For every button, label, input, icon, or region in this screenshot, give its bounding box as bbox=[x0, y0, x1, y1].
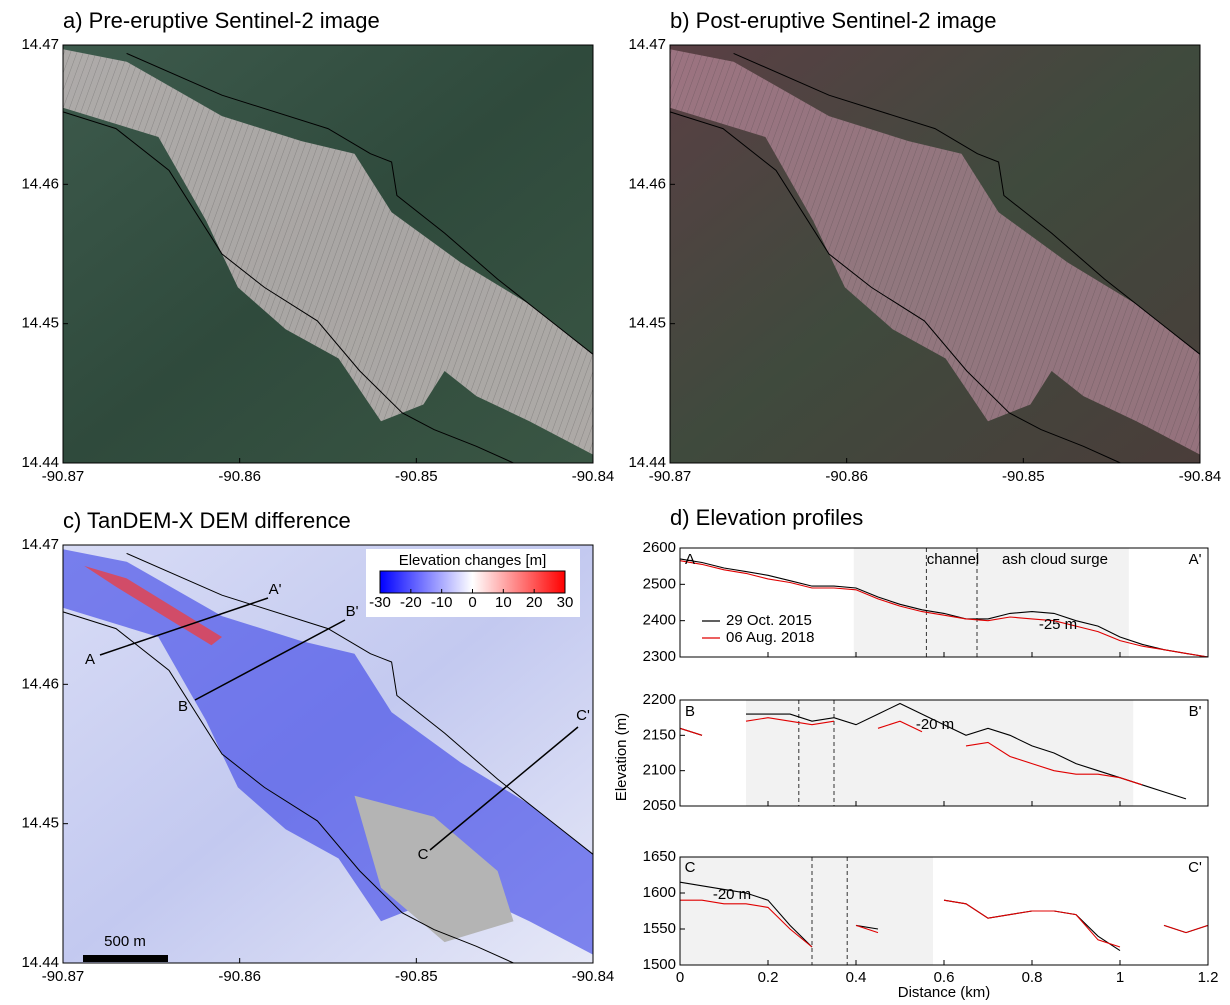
scale-bar bbox=[83, 955, 168, 962]
annotation: C' bbox=[1188, 859, 1202, 876]
legend-label: 06 Aug. 2018 bbox=[726, 629, 814, 646]
colorbar-tick-label: -10 bbox=[431, 594, 453, 611]
annotation: ash cloud surge bbox=[1002, 551, 1108, 568]
x-tick-label: 0.4 bbox=[846, 969, 867, 986]
annotation: -20 m bbox=[713, 886, 751, 903]
profile-label: B bbox=[178, 698, 188, 715]
y-tick-label: 2050 bbox=[643, 797, 676, 814]
y-tick-label: 1500 bbox=[643, 956, 676, 973]
x-tick-label: -90.85 bbox=[395, 968, 438, 985]
y-tick-label: 14.46 bbox=[628, 175, 666, 192]
y-axis-label: Elevation (m) bbox=[613, 713, 630, 801]
y-tick-label: 2200 bbox=[643, 691, 676, 708]
profile-label: C' bbox=[576, 707, 590, 724]
profile-label: B' bbox=[346, 603, 359, 620]
y-tick-label: 14.47 bbox=[21, 36, 59, 53]
annotation: -25 m bbox=[1039, 616, 1077, 633]
y-tick-label: 2500 bbox=[643, 575, 676, 592]
x-tick-label: -90.84 bbox=[572, 468, 615, 485]
x-tick-label: -90.85 bbox=[395, 468, 438, 485]
colorbar-tick-label: -20 bbox=[400, 594, 422, 611]
profile-label: C bbox=[418, 846, 429, 863]
annotation: B' bbox=[1189, 703, 1202, 720]
x-tick-label: -90.86 bbox=[218, 968, 261, 985]
annotation: C bbox=[685, 859, 696, 876]
y-tick-label: 1650 bbox=[643, 848, 676, 865]
y-tick-label: 14.44 bbox=[628, 454, 666, 471]
annotation: channel bbox=[927, 551, 980, 568]
x-tick-label: 0.6 bbox=[934, 969, 955, 986]
annotation: B bbox=[685, 703, 695, 720]
y-tick-label: 1550 bbox=[643, 920, 676, 937]
panel-title: c) TanDEM-X DEM difference bbox=[63, 508, 351, 533]
y-tick-label: 14.45 bbox=[628, 315, 666, 332]
colorbar-tick-label: 0 bbox=[468, 594, 476, 611]
y-tick-label: 2300 bbox=[643, 648, 676, 665]
x-tick-label: -90.84 bbox=[1179, 468, 1222, 485]
y-tick-label: 2600 bbox=[643, 539, 676, 556]
y-tick-label: 2150 bbox=[643, 726, 676, 743]
x-tick-label: 0.2 bbox=[758, 969, 779, 986]
annotation: A' bbox=[1189, 551, 1202, 568]
y-tick-label: 14.44 bbox=[21, 454, 59, 471]
y-tick-label: 14.46 bbox=[21, 675, 59, 692]
colorbar-tick-label: 10 bbox=[495, 594, 512, 611]
y-tick-label: 2400 bbox=[643, 612, 676, 629]
x-tick-label: -90.84 bbox=[572, 968, 615, 985]
colorbar-tick-label: 30 bbox=[557, 594, 574, 611]
y-tick-label: 14.44 bbox=[21, 954, 59, 971]
profile-label: A bbox=[85, 651, 95, 668]
colorbar-tick-label: -30 bbox=[369, 594, 391, 611]
y-tick-label: 14.47 bbox=[21, 536, 59, 553]
legend-label: 29 Oct. 2015 bbox=[726, 612, 812, 629]
panel-title: a) Pre-eruptive Sentinel-2 image bbox=[63, 8, 380, 33]
x-tick-label: 1 bbox=[1116, 969, 1124, 986]
y-tick-label: 2100 bbox=[643, 762, 676, 779]
y-tick-label: 1600 bbox=[643, 884, 676, 901]
shaded-span bbox=[680, 857, 933, 965]
y-tick-label: 14.47 bbox=[628, 36, 666, 53]
annotation: -20 m bbox=[916, 716, 954, 733]
x-axis-label: Distance (km) bbox=[898, 984, 991, 1001]
scale-bar-label: 500 m bbox=[104, 933, 146, 950]
annotation: A bbox=[685, 551, 695, 568]
panel-title: d) Elevation profiles bbox=[670, 505, 863, 530]
x-tick-label: -90.86 bbox=[218, 468, 261, 485]
x-tick-label: -90.85 bbox=[1002, 468, 1045, 485]
colorbar-tick-label: 20 bbox=[526, 594, 543, 611]
y-tick-label: 14.45 bbox=[21, 815, 59, 832]
panel-title: b) Post-eruptive Sentinel-2 image bbox=[670, 8, 997, 33]
profile-label: A' bbox=[269, 581, 282, 598]
x-tick-label: 0.8 bbox=[1022, 969, 1043, 986]
x-tick-label: 0 bbox=[676, 969, 684, 986]
figure: a) Pre-eruptive Sentinel-2 image-90.87-9… bbox=[0, 0, 1230, 1005]
x-tick-label: -90.86 bbox=[825, 468, 868, 485]
colorbar-label: Elevation changes [m] bbox=[399, 552, 547, 569]
x-tick-label: 1.2 bbox=[1198, 969, 1219, 986]
y-tick-label: 14.46 bbox=[21, 175, 59, 192]
y-tick-label: 14.45 bbox=[21, 315, 59, 332]
